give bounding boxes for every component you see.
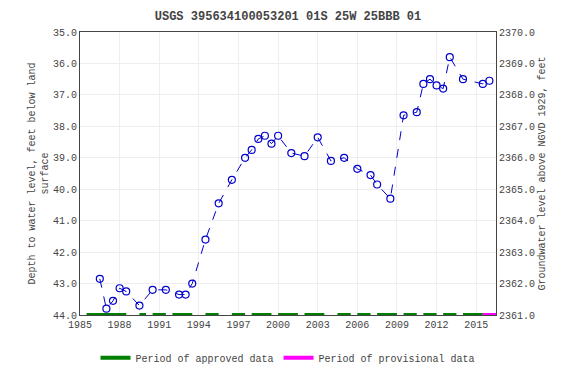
svg-text:2363.0: 2363.0 (499, 248, 535, 259)
svg-text:2369.0: 2369.0 (499, 59, 535, 70)
svg-text:2365.0: 2365.0 (499, 185, 535, 196)
svg-text:37.0: 37.0 (53, 90, 77, 101)
svg-text:41.0: 41.0 (53, 216, 77, 227)
svg-text:USGS 395634100053201 01S 25W 2: USGS 395634100053201 01S 25W 25BBB 01 (155, 10, 421, 24)
svg-text:Period of approved data: Period of approved data (136, 354, 274, 365)
svg-text:2015: 2015 (464, 320, 488, 331)
svg-text:2000: 2000 (266, 320, 290, 331)
svg-text:40.0: 40.0 (53, 185, 77, 196)
svg-text:1988: 1988 (108, 320, 132, 331)
svg-text:1985: 1985 (68, 320, 92, 331)
svg-text:2368.0: 2368.0 (499, 90, 535, 101)
svg-text:2364.0: 2364.0 (499, 216, 535, 227)
svg-text:35.0: 35.0 (53, 28, 77, 39)
svg-text:1991: 1991 (147, 320, 171, 331)
svg-text:1997: 1997 (226, 320, 250, 331)
svg-text:2006: 2006 (345, 320, 369, 331)
svg-text:1994: 1994 (187, 320, 211, 331)
svg-text:2361.0: 2361.0 (499, 311, 535, 322)
svg-text:36.0: 36.0 (53, 59, 77, 70)
svg-text:38.0: 38.0 (53, 122, 77, 133)
svg-text:2367.0: 2367.0 (499, 122, 535, 133)
svg-text:2362.0: 2362.0 (499, 279, 535, 290)
svg-text:Period of provisional data: Period of provisional data (319, 354, 475, 365)
svg-text:2009: 2009 (385, 320, 409, 331)
svg-text:2370.0: 2370.0 (499, 28, 535, 39)
svg-text:Groundwater level above NGVD 1: Groundwater level above NGVD 1929, feet (537, 56, 548, 290)
svg-text:2366.0: 2366.0 (499, 153, 535, 164)
svg-text:Depth to water level, feet bel: Depth to water level, feet below landsur… (27, 62, 51, 284)
svg-text:2012: 2012 (425, 320, 449, 331)
svg-text:2003: 2003 (306, 320, 330, 331)
svg-text:39.0: 39.0 (53, 153, 77, 164)
svg-text:44.0: 44.0 (53, 311, 77, 322)
svg-text:42.0: 42.0 (53, 248, 77, 259)
svg-text:43.0: 43.0 (53, 279, 77, 290)
